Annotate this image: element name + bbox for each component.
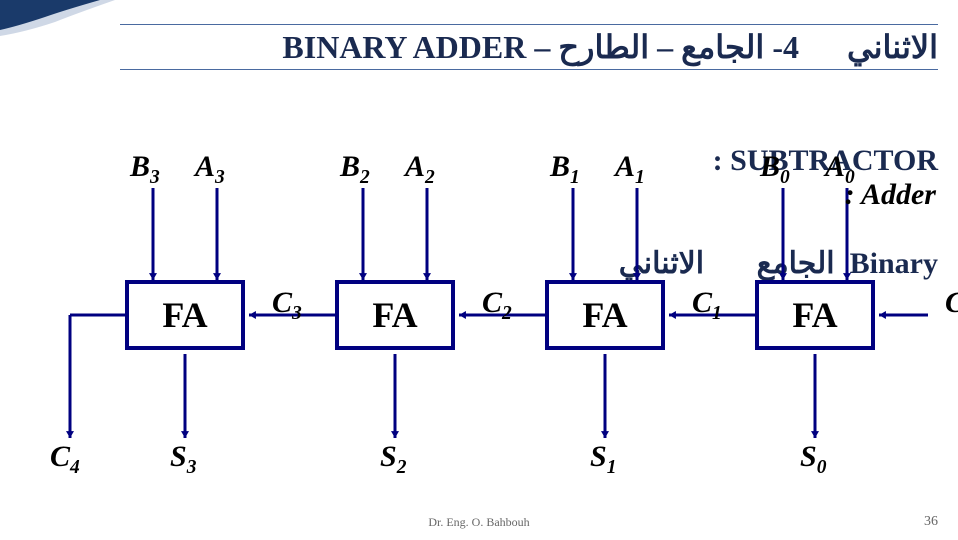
carry-2: C2 <box>482 286 512 325</box>
input-b-3: B0 <box>760 150 790 189</box>
carry-out: C4 <box>50 440 80 479</box>
input-b-0: B3 <box>130 150 160 189</box>
carry-in: C0 <box>945 286 958 325</box>
fa-box-3: FA <box>755 280 875 350</box>
sum-2: S1 <box>590 440 616 479</box>
adder-label: : Adder <box>845 178 936 212</box>
fa-box-2: FA <box>545 280 665 350</box>
sum-0: S3 <box>170 440 196 479</box>
corner-swoosh <box>0 0 120 40</box>
sum-3: S0 <box>800 440 826 479</box>
title-bar: BINARY ADDER – الاثناني 4- الجامع – الطا… <box>120 24 938 70</box>
input-a-1: A2 <box>405 150 435 189</box>
input-b-2: B1 <box>550 150 580 189</box>
sum-1: S2 <box>380 440 406 479</box>
input-a-2: A1 <box>615 150 645 189</box>
page-number: 36 <box>924 514 938 530</box>
footer-author: Dr. Eng. O. Bahbouh <box>0 515 958 530</box>
input-b-1: B2 <box>340 150 370 189</box>
title-text: BINARY ADDER – الاثناني 4- الجامع – الطا… <box>282 28 938 66</box>
binary-adder-diagram: FAB3A3S3C3FAB2A2S2C2FAB1A1S1C1FAB0A0S0C4… <box>30 150 928 470</box>
fa-box-1: FA <box>335 280 455 350</box>
carry-1: C3 <box>272 286 302 325</box>
fa-box-0: FA <box>125 280 245 350</box>
carry-3: C1 <box>692 286 722 325</box>
input-a-0: A3 <box>195 150 225 189</box>
